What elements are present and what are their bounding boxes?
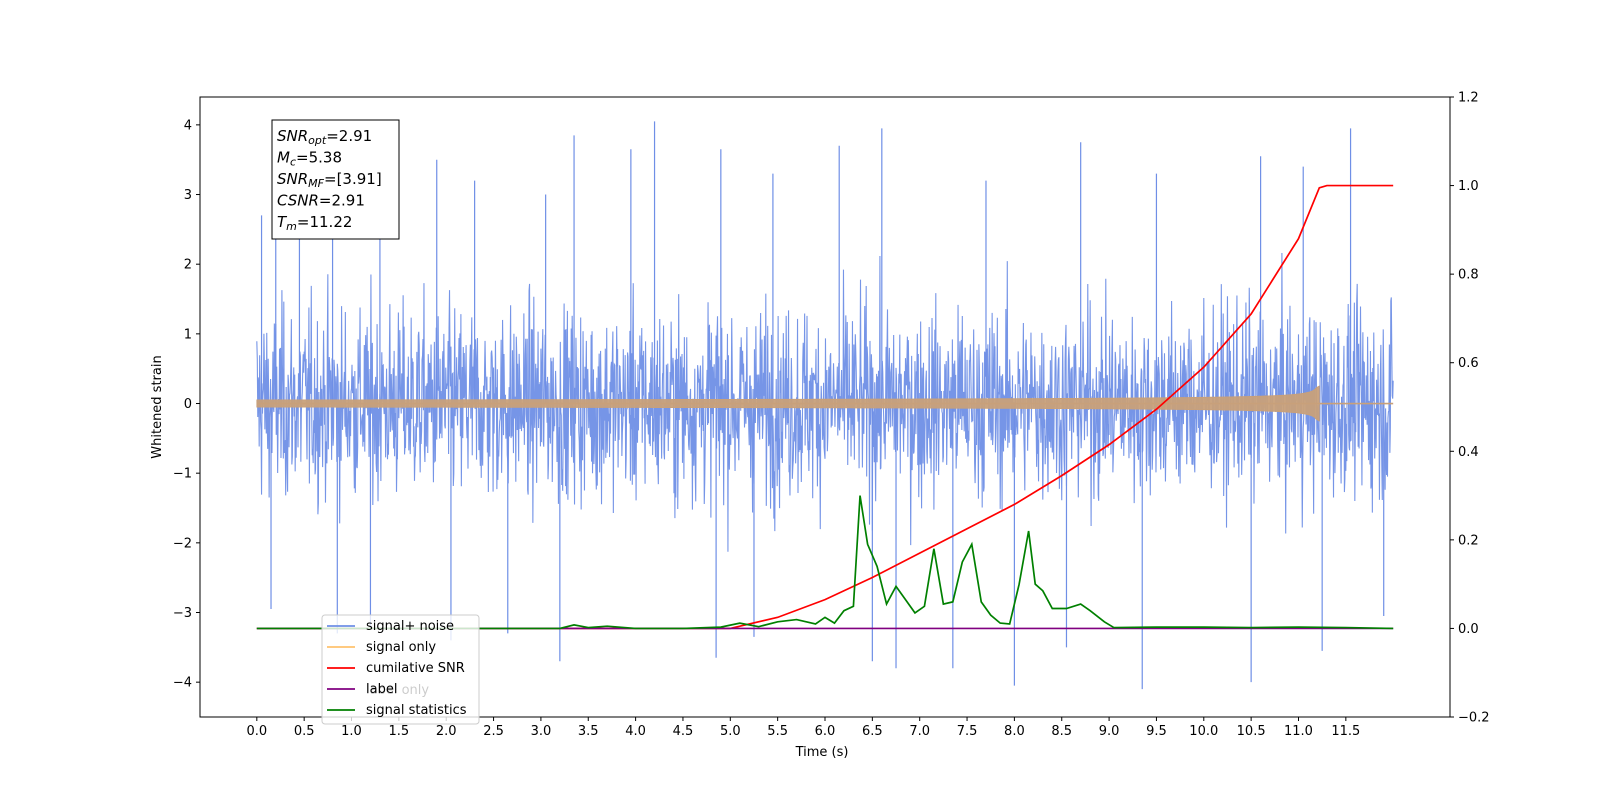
legend: label only signal+ noise signal only cumil… — [321, 614, 480, 725]
legend-hidden-text: label only — [366, 683, 429, 698]
annotation-line: Mc=5.38 — [277, 149, 342, 169]
x-tick-label: 5.0 — [720, 724, 741, 739]
series-signal-only — [256, 385, 1394, 422]
x-tick-label: 10.5 — [1237, 724, 1266, 739]
x-tick-label: 11.0 — [1284, 724, 1313, 739]
x-tick-label: 10.0 — [1189, 724, 1218, 739]
y2-tick-label: 0.8 — [1458, 268, 1479, 283]
x-tick-label: 0.5 — [294, 724, 315, 739]
annotation-frame — [271, 119, 400, 240]
y-tick-label: −3 — [173, 606, 192, 621]
y-axis-label: Whitened strain — [150, 355, 165, 458]
x-tick-label: 3.0 — [531, 724, 552, 739]
x-tick-label: 1.0 — [341, 724, 362, 739]
y2-tick-label: 0.0 — [1458, 622, 1479, 637]
x-tick-label: 4.5 — [673, 724, 694, 739]
y-tick-label: 4 — [184, 118, 192, 133]
legend-label: signal statistics — [366, 703, 467, 718]
legend-label: signal only — [366, 640, 436, 655]
legend-label: cumilative SNR — [366, 661, 465, 676]
x-tick-label: 7.5 — [957, 724, 978, 739]
legend-label: label — [366, 682, 397, 697]
x-tick-label: 8.5 — [1051, 724, 1072, 739]
annotation-line: Tm=11.22 — [277, 213, 352, 233]
signal-noise-trace — [256, 253, 1394, 552]
y2-tick-label: 1.0 — [1458, 179, 1479, 194]
y-axis-ticks: 4 3 2 1 0 −1 −2 −3 −4 — [173, 118, 200, 691]
annotation-line: SNRopt=2.91 — [277, 127, 372, 147]
annotation-line: CSNR=2.91 — [277, 192, 365, 210]
y-tick-label: 1 — [184, 327, 192, 342]
x-tick-label: 2.0 — [436, 724, 457, 739]
x-tick-label: 0.0 — [246, 724, 267, 739]
y-tick-label: 2 — [184, 258, 192, 273]
x-tick-label: 9.5 — [1146, 724, 1167, 739]
x-tick-label: 11.5 — [1331, 724, 1360, 739]
y2-tick-label: 0.4 — [1458, 445, 1479, 460]
legend-label: signal+ noise — [366, 619, 454, 634]
legend-frame — [321, 614, 480, 725]
x-tick-label: 9.0 — [1099, 724, 1120, 739]
x-axis-ticks: 0.0 0.5 1.0 1.5 2.0 2.5 3.0 3.5 4.0 4.5 5.0 5.5 6.0 6… — [246, 717, 1360, 739]
y2-tick-label: 1.2 — [1458, 91, 1479, 106]
x-axis-label: Time (s) — [795, 745, 849, 760]
y2-tick-label: 0.2 — [1458, 533, 1479, 548]
series-line-cumilative-snr — [256, 184, 1394, 630]
series-line-signal-statistics — [256, 495, 1394, 630]
x-tick-label: 4.0 — [625, 724, 646, 739]
y-tick-label: −1 — [173, 467, 192, 482]
y2-tick-label: −0.2 — [1458, 711, 1490, 726]
x-tick-label: 1.5 — [389, 724, 410, 739]
y-tick-label: 0 — [184, 397, 192, 412]
x-tick-label: 6.0 — [815, 724, 836, 739]
x-tick-label: 2.5 — [483, 724, 504, 739]
x-tick-label: 8.0 — [1004, 724, 1025, 739]
x-tick-label: 5.5 — [767, 724, 788, 739]
y2-tick-label: 0.6 — [1458, 356, 1479, 371]
series-signal-noise — [256, 121, 1394, 690]
x-tick-label: 3.5 — [578, 724, 599, 739]
x-tick-label: 7.0 — [909, 724, 930, 739]
x-tick-label: 6.5 — [862, 724, 883, 739]
y-tick-label: 3 — [184, 188, 192, 203]
y2-axis-ticks: 1.2 1.0 0.8 0.6 0.4 0.2 0.0 −0.2 — [1450, 91, 1490, 726]
annotation-line: SNRMF=[3.91] — [277, 170, 382, 190]
y-tick-label: −4 — [173, 676, 192, 691]
y-tick-label: −2 — [173, 536, 192, 551]
